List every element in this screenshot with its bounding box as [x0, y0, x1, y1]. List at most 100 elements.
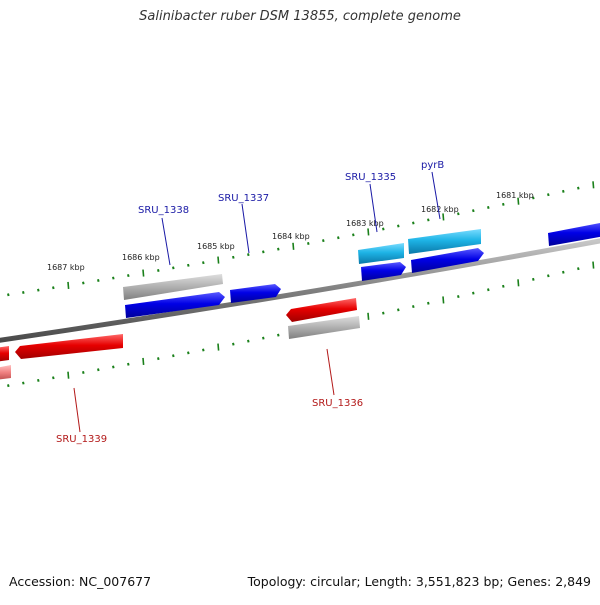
gene-sru-1334[interactable]: [361, 262, 406, 281]
lower-minor-tick: [37, 378, 40, 382]
gene-offscreen-right[interactable]: [548, 222, 600, 246]
lower-minor-tick: [7, 384, 10, 388]
ruler-label-1682: 1682 kbp: [421, 205, 459, 214]
lower-minor-tick: [232, 342, 235, 346]
upper-minor-tick: [562, 189, 565, 193]
upper-minor-tick: [37, 288, 40, 292]
leader-line-sru-1338: [161, 217, 171, 266]
ruler-label-1681: 1681 kbp: [496, 191, 534, 200]
lower-minor-tick: [547, 274, 550, 278]
lower-major-tick: [592, 261, 595, 269]
upper-minor-tick: [7, 293, 10, 297]
leader-line-pyrb: [431, 171, 441, 220]
lower-major-tick: [367, 312, 370, 320]
gene-label-sru-1339[interactable]: SRU_1339: [56, 434, 107, 445]
lower-minor-tick: [187, 351, 190, 355]
gene-labels: SRU_1338 SRU_1337 SRU_1335 pyrB SRU_1336…: [56, 160, 444, 445]
lower-major-tick: [217, 343, 220, 351]
upper-minor-tick: [397, 224, 400, 228]
upper-minor-tick: [472, 209, 475, 213]
gene-offscreen-left-pink[interactable]: [0, 365, 11, 380]
ruler-label-1684: 1684 kbp: [272, 232, 310, 241]
upper-minor-tick: [487, 206, 490, 210]
upper-major-tick: [442, 213, 445, 221]
lower-minor-tick: [112, 365, 115, 369]
upper-minor-tick: [187, 263, 190, 267]
upper-minor-tick: [52, 286, 55, 290]
upper-major-tick: [292, 242, 295, 250]
upper-major-tick: [592, 181, 595, 189]
lower-minor-tick: [382, 311, 385, 315]
upper-minor-tick: [262, 250, 265, 254]
gene-sru-1337[interactable]: [230, 284, 281, 303]
lower-minor-tick: [532, 277, 535, 281]
lower-minor-tick: [82, 370, 85, 374]
gene-sru-1336[interactable]: [286, 298, 357, 322]
gene-sru-1339[interactable]: [15, 334, 123, 359]
upper-minor-tick: [232, 255, 235, 259]
gene-label-sru-1336[interactable]: SRU_1336: [312, 398, 363, 409]
lower-minor-tick: [247, 339, 250, 343]
lower-minor-tick: [127, 362, 130, 366]
upper-minor-tick: [277, 247, 280, 251]
lower-minor-tick: [487, 288, 490, 292]
upper-minor-tick: [382, 227, 385, 231]
gene-sru-1338-pseudo[interactable]: [123, 274, 223, 300]
lower-minor-tick: [457, 295, 460, 299]
upper-minor-tick: [412, 221, 415, 225]
lower-major-tick: [142, 357, 145, 366]
upper-minor-tick: [577, 186, 580, 190]
ruler-label-1686: 1686 kbp: [122, 253, 160, 262]
lower-minor-tick: [397, 308, 400, 312]
gene-pyrb[interactable]: [408, 229, 481, 254]
lower-minor-tick: [562, 270, 565, 274]
lower-minor-tick: [472, 291, 475, 295]
gene-sru-1335[interactable]: [358, 243, 404, 264]
upper-minor-tick: [502, 202, 505, 206]
lower-minor-tick: [412, 305, 415, 309]
gene-offscreen-left[interactable]: [0, 346, 9, 362]
lower-minor-tick: [277, 333, 280, 337]
upper-minor-tick: [427, 218, 430, 222]
upper-minor-tick: [352, 233, 355, 237]
lower-minor-tick: [502, 284, 505, 288]
upper-tick-row: [7, 181, 595, 297]
lower-minor-tick: [262, 336, 265, 340]
genome-backbone: [0, 238, 600, 343]
upper-major-tick: [367, 228, 370, 236]
leader-line-sru-1339: [73, 387, 81, 433]
gene-label-sru-1338[interactable]: SRU_1338: [138, 205, 189, 216]
gene-label-pyrb[interactable]: pyrB: [421, 160, 444, 171]
upper-minor-tick: [247, 253, 250, 257]
upper-minor-tick: [97, 279, 100, 283]
leader-line-sru-1337: [241, 203, 250, 254]
gene-pyrb-partner[interactable]: [411, 248, 484, 273]
upper-minor-tick: [22, 290, 25, 294]
upper-minor-tick: [112, 276, 115, 280]
lower-minor-tick: [172, 354, 175, 358]
upper-minor-tick: [457, 212, 460, 216]
upper-major-tick: [67, 281, 70, 289]
lower-minor-tick: [427, 301, 430, 305]
lower-major-tick: [517, 279, 520, 287]
upper-minor-tick: [322, 239, 325, 243]
upper-major-tick: [142, 269, 145, 277]
ruler-label-1685: 1685 kbp: [197, 242, 235, 251]
gene-label-sru-1337[interactable]: SRU_1337: [218, 193, 269, 204]
upper-minor-tick: [532, 196, 535, 200]
ruler-labels: 1687 kbp 1686 kbp 1685 kbp 1684 kbp 1683…: [47, 191, 534, 272]
lower-major-tick: [442, 296, 445, 304]
gene-sru-1336-pseudo[interactable]: [288, 316, 360, 339]
lower-minor-tick: [97, 368, 100, 372]
lower-minor-tick: [577, 267, 580, 271]
ruler-label-1683: 1683 kbp: [346, 219, 384, 228]
map-title: Salinibacter ruber DSM 13855, complete g…: [139, 9, 461, 24]
gene-sru-1338[interactable]: [125, 292, 225, 318]
lower-major-tick: [67, 371, 70, 379]
upper-minor-tick: [127, 274, 130, 278]
upper-major-tick: [217, 256, 220, 264]
gene-label-sru-1335[interactable]: SRU_1335: [345, 172, 396, 183]
upper-minor-tick: [172, 266, 175, 270]
lower-minor-tick: [52, 376, 55, 380]
